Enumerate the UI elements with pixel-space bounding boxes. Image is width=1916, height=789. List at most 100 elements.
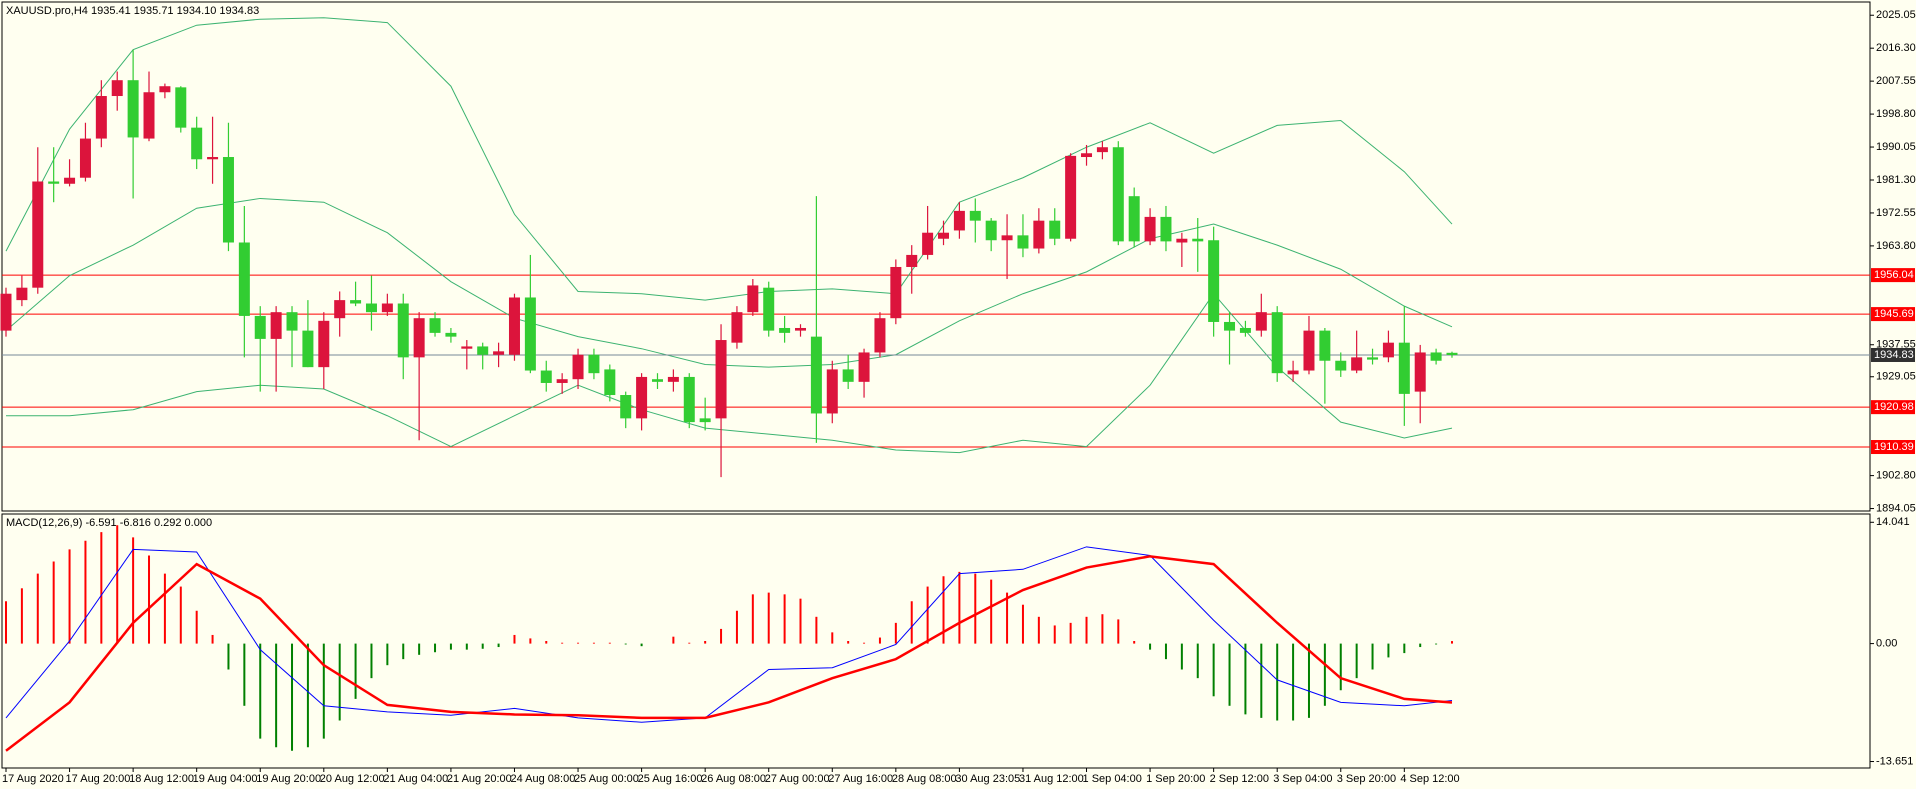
candle-body — [302, 330, 314, 368]
candle-body — [1382, 342, 1394, 358]
candle-body — [683, 376, 695, 423]
x-tick-label: 17 Aug 2020 — [2, 773, 64, 785]
candle-body — [477, 346, 489, 355]
y-tick-label: -13.651 — [1876, 755, 1913, 767]
candle-body — [826, 369, 838, 414]
candle-body — [779, 327, 791, 333]
candle-body — [1446, 352, 1458, 355]
x-tick-label: 3 Sep 20:00 — [1337, 773, 1396, 785]
x-tick-label: 21 Aug 20:00 — [447, 773, 512, 785]
candle-body — [715, 340, 727, 419]
candle-body — [763, 287, 775, 331]
y-tick-label: 1998.80 — [1876, 108, 1916, 120]
candle-body — [270, 312, 282, 339]
candle-body — [79, 138, 91, 178]
candle-body — [0, 293, 12, 331]
candle-body — [540, 370, 552, 383]
y-tick-label: 2016.30 — [1876, 42, 1916, 54]
candle-body — [445, 332, 457, 337]
candle-body — [1176, 238, 1188, 243]
candle-body — [413, 318, 425, 358]
candle-body — [1192, 238, 1204, 242]
x-tick-label: 26 Aug 08:00 — [701, 773, 766, 785]
candle-body — [588, 354, 600, 374]
candle-body — [1351, 357, 1363, 371]
level-label: 1956.04 — [1874, 269, 1914, 281]
candle-body — [524, 297, 536, 371]
x-tick-label: 19 Aug 20:00 — [256, 773, 321, 785]
candle-body — [1208, 240, 1220, 322]
candle-body — [1319, 330, 1331, 361]
candle-body — [906, 254, 918, 267]
x-tick-label: 24 Aug 08:00 — [510, 773, 575, 785]
macd-panel-frame — [1, 513, 1871, 769]
candle-body — [1398, 342, 1410, 394]
candle-body — [699, 418, 711, 423]
candle-body — [111, 80, 123, 97]
x-tick-label: 20 Aug 12:00 — [320, 773, 385, 785]
level-label-box — [1871, 440, 1915, 455]
x-tick-label: 1 Sep 04:00 — [1083, 773, 1142, 785]
x-tick-label: 2 Sep 12:00 — [1210, 773, 1269, 785]
candle-body — [207, 157, 219, 160]
candle-body — [969, 210, 981, 221]
candle-body — [1303, 330, 1315, 371]
candle-body — [222, 157, 234, 243]
candle-body — [874, 318, 886, 353]
candle-body — [508, 297, 520, 355]
x-tick-label: 27 Aug 00:00 — [765, 773, 830, 785]
candle-body — [922, 232, 934, 255]
bollinger-band — [5, 17, 1453, 301]
candle-body — [667, 376, 679, 382]
candle-body — [795, 327, 806, 331]
candle-body — [556, 379, 568, 383]
y-tick-label: 1929.05 — [1876, 371, 1916, 383]
candle-body — [1001, 235, 1013, 241]
candle-body — [1335, 360, 1347, 371]
candle-body — [1049, 220, 1061, 239]
candle-body — [48, 181, 60, 184]
x-tick-label: 25 Aug 16:00 — [638, 773, 703, 785]
candle-body — [842, 369, 854, 382]
x-tick-label: 4 Sep 12:00 — [1400, 773, 1459, 785]
macd-line — [5, 546, 1453, 723]
candle-body — [1065, 155, 1077, 239]
x-tick-label: 27 Aug 16:00 — [828, 773, 893, 785]
candle-body — [1017, 235, 1029, 249]
candle-body — [350, 300, 362, 304]
candle-body — [381, 303, 393, 313]
candle-body — [16, 287, 28, 301]
candle-body — [1096, 147, 1108, 153]
y-tick-label: 1902.80 — [1876, 470, 1916, 482]
candle-body — [1112, 147, 1124, 242]
level-label-box — [1871, 400, 1915, 415]
candle-body — [1239, 327, 1251, 333]
candle-body — [95, 96, 107, 139]
y-tick-label: 1990.05 — [1876, 141, 1916, 153]
chart-title: XAUUSD.pro,H4 1935.41 1935.71 1934.10 19… — [6, 5, 259, 17]
candle-body — [1144, 216, 1156, 242]
level-label: 1945.69 — [1874, 308, 1914, 320]
x-tick-label: 30 Aug 23:05 — [955, 773, 1020, 785]
x-tick-label: 28 Aug 08:00 — [892, 773, 957, 785]
y-tick-label: 1894.05 — [1876, 502, 1916, 514]
y-tick-label: 0.00 — [1876, 637, 1897, 649]
candle-body — [461, 346, 473, 349]
candle-body — [1160, 216, 1172, 242]
candle-body — [175, 87, 187, 128]
candle-body — [1430, 352, 1442, 361]
last-price-label: 1934.83 — [1874, 349, 1914, 361]
x-tick-label: 19 Aug 04:00 — [193, 773, 258, 785]
candle-body — [429, 318, 441, 333]
candle-body — [365, 303, 377, 313]
candle-body — [636, 376, 648, 419]
candle-body — [238, 242, 250, 316]
candle-body — [810, 336, 822, 414]
x-tick-label: 25 Aug 00:00 — [574, 773, 639, 785]
candle-body — [64, 177, 76, 184]
candle-body — [1255, 312, 1267, 331]
y-tick-label: 14.041 — [1876, 516, 1910, 528]
candle-body — [159, 86, 171, 93]
